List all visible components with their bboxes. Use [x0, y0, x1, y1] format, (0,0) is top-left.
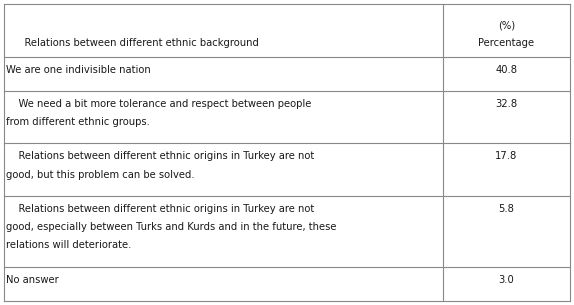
Text: 5.8: 5.8 [498, 204, 514, 214]
Text: 17.8: 17.8 [495, 152, 517, 161]
Text: 40.8: 40.8 [495, 65, 517, 75]
Text: 32.8: 32.8 [495, 99, 517, 109]
Text: Relations between different ethnic origins in Turkey are not: Relations between different ethnic origi… [6, 204, 314, 214]
Text: good, but this problem can be solved.: good, but this problem can be solved. [6, 170, 195, 180]
Text: relations will deteriorate.: relations will deteriorate. [6, 240, 131, 250]
Text: good, especially between Turks and Kurds and in the future, these: good, especially between Turks and Kurds… [6, 222, 336, 232]
Text: We are one indivisible nation: We are one indivisible nation [6, 65, 151, 75]
Text: Relations between different ethnic background: Relations between different ethnic backg… [12, 38, 259, 48]
Text: Percentage: Percentage [478, 38, 534, 48]
Text: No answer: No answer [6, 275, 59, 285]
Text: (%): (%) [498, 20, 515, 30]
Text: 3.0: 3.0 [498, 275, 514, 285]
Text: Relations between different ethnic origins in Turkey are not: Relations between different ethnic origi… [6, 152, 314, 161]
Text: from different ethnic groups.: from different ethnic groups. [6, 117, 150, 127]
Text: We need a bit more tolerance and respect between people: We need a bit more tolerance and respect… [6, 99, 311, 109]
